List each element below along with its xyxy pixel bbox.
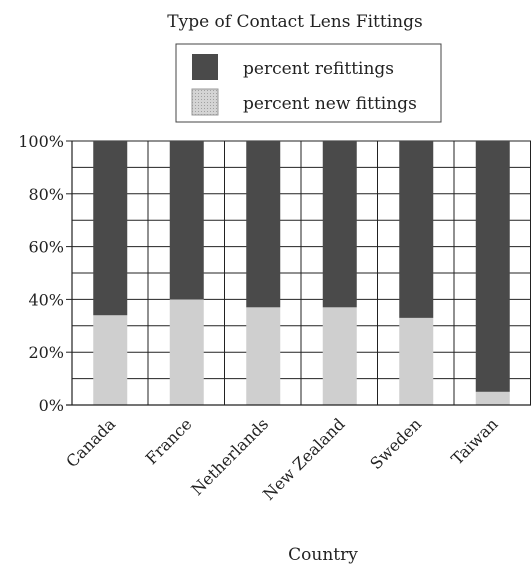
x-tick-label: Taiwan (447, 414, 501, 468)
bar-segment-refittings (322, 141, 357, 308)
bars (93, 141, 510, 405)
legend-label-refittings: percent refittings (243, 59, 394, 79)
chart-title: Type of Contact Lens Fittings (167, 12, 422, 32)
y-tick-label: 80% (28, 185, 64, 204)
x-tick-label: New Zealand (259, 414, 349, 504)
bar-segment-refittings (169, 141, 204, 300)
bar-segment-refittings (475, 141, 510, 392)
grid (72, 140, 531, 405)
bar-segment-new-fittings (169, 299, 204, 405)
y-tick-label: 40% (28, 290, 64, 309)
x-tick-label: France (142, 414, 196, 468)
x-tick-label: Canada (62, 414, 119, 471)
x-tick-label: Netherlands (187, 414, 272, 499)
bar-segment-refittings (246, 141, 281, 308)
y-tick-label: 20% (28, 343, 64, 362)
y-axis: 0% 20% 40% 60% 80% 100% (18, 132, 73, 415)
bar-segment-refittings (93, 141, 128, 316)
bar-segment-new-fittings (475, 391, 510, 405)
bar-segment-refittings (399, 141, 434, 318)
bar-segment-new-fittings (246, 307, 281, 405)
legend-swatch-refittings (192, 54, 218, 80)
x-axis-title: Country (288, 545, 358, 565)
bar-segment-new-fittings (322, 307, 357, 405)
x-tick-label: Sweden (366, 414, 425, 473)
y-tick-label: 100% (18, 132, 64, 151)
legend-swatch-new-fittings (191, 88, 219, 116)
legend: percent refittings percent new fittings (175, 43, 442, 123)
legend-border (175, 43, 442, 123)
y-tick-label: 60% (28, 238, 64, 257)
y-tick-label: 0% (39, 396, 64, 415)
legend-label-new-fittings: percent new fittings (243, 94, 417, 114)
bar-segment-new-fittings (399, 317, 434, 405)
bar-segment-new-fittings (93, 315, 128, 405)
